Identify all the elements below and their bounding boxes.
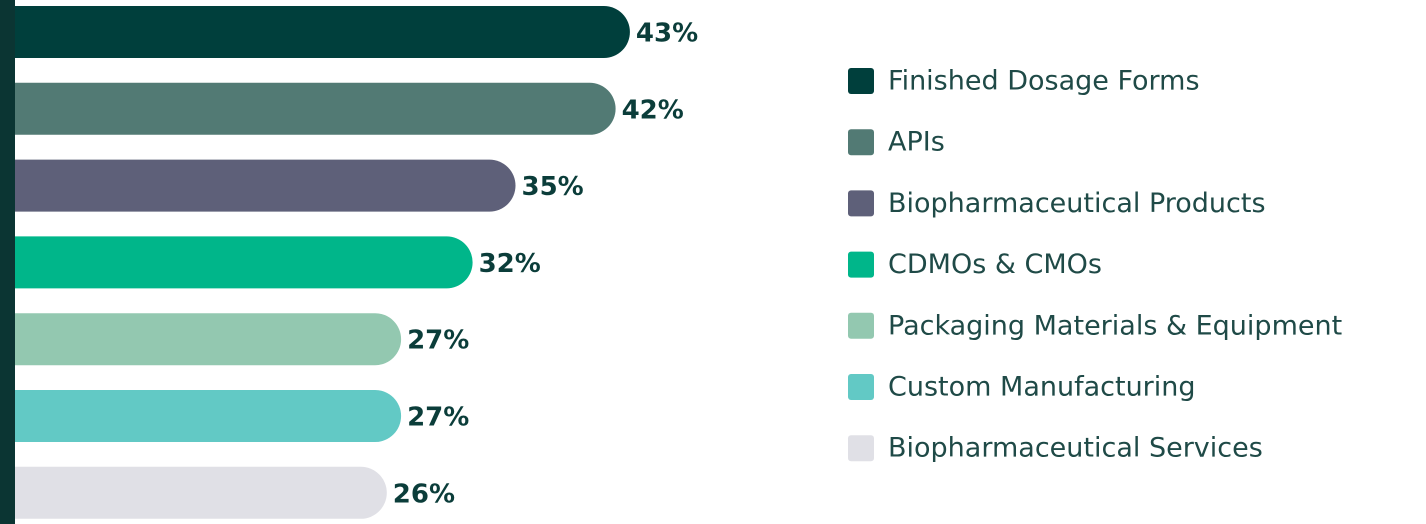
bar [15, 466, 387, 519]
legend-label: Finished Dosage Forms [888, 66, 1200, 97]
bar [15, 390, 402, 442]
value-label: 35% [522, 172, 584, 202]
legend-swatch [848, 129, 874, 156]
bar [15, 6, 630, 58]
value-label: 27% [407, 326, 469, 356]
legend-label: Packaging Materials & Equipment [888, 310, 1342, 341]
bar [15, 313, 402, 366]
legend-label: Biopharmaceutical Products [888, 188, 1266, 219]
value-label: 27% [407, 403, 469, 433]
value-label: 42% [622, 95, 684, 125]
value-label: 43% [636, 19, 698, 49]
legend-swatch [848, 190, 874, 217]
legend-swatch [848, 251, 874, 278]
bar [15, 159, 516, 212]
side-strip [0, 0, 15, 524]
legend-label: APIs [888, 127, 945, 158]
bar [15, 236, 473, 289]
legend-swatch [848, 374, 874, 400]
value-label: 26% [393, 479, 455, 509]
legend-label: Biopharmaceutical Services [888, 433, 1263, 464]
legend-swatch [848, 312, 874, 339]
legend-swatch [848, 435, 874, 462]
legend-swatch [848, 68, 874, 94]
legend-label: Custom Manufacturing [888, 372, 1196, 403]
legend-label: CDMOs & CMOs [888, 249, 1102, 280]
value-label: 32% [479, 249, 541, 279]
bar [15, 82, 616, 135]
